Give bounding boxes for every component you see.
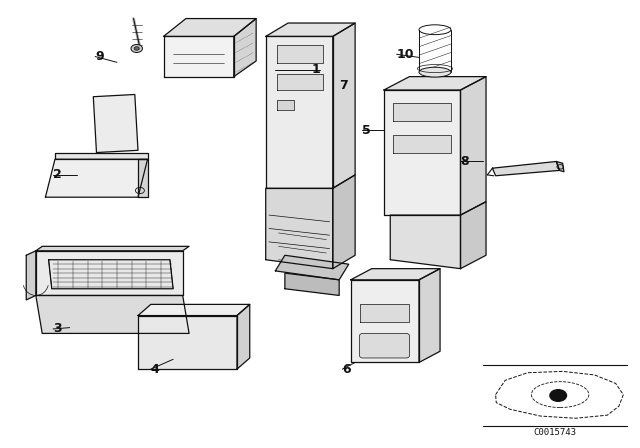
Circle shape	[131, 44, 143, 52]
Polygon shape	[237, 304, 250, 369]
Text: 5: 5	[362, 124, 371, 137]
Polygon shape	[276, 100, 294, 110]
Polygon shape	[36, 251, 182, 296]
Polygon shape	[275, 255, 349, 280]
Text: 8: 8	[461, 155, 469, 168]
Polygon shape	[234, 18, 256, 77]
Polygon shape	[45, 159, 148, 197]
Polygon shape	[266, 23, 355, 36]
Polygon shape	[93, 95, 138, 152]
Circle shape	[550, 390, 566, 401]
Polygon shape	[461, 202, 486, 269]
Text: 7: 7	[339, 79, 348, 92]
Polygon shape	[492, 161, 559, 176]
Text: 1: 1	[311, 64, 320, 77]
Text: 9: 9	[95, 50, 104, 63]
FancyBboxPatch shape	[360, 333, 410, 358]
Text: 10: 10	[397, 48, 414, 61]
Text: C0015743: C0015743	[534, 428, 577, 437]
Polygon shape	[138, 159, 148, 197]
Polygon shape	[394, 103, 451, 121]
Polygon shape	[36, 246, 189, 251]
Polygon shape	[333, 175, 355, 269]
Polygon shape	[351, 280, 419, 362]
Polygon shape	[360, 304, 410, 322]
Polygon shape	[394, 135, 451, 152]
Polygon shape	[266, 36, 333, 188]
Polygon shape	[164, 36, 234, 77]
Text: 4: 4	[151, 362, 159, 376]
Polygon shape	[556, 161, 564, 172]
Circle shape	[134, 47, 140, 50]
Polygon shape	[333, 23, 355, 188]
Ellipse shape	[419, 67, 451, 77]
Text: 6: 6	[342, 362, 351, 376]
Polygon shape	[419, 269, 440, 362]
Polygon shape	[285, 273, 339, 296]
Polygon shape	[390, 215, 461, 269]
Polygon shape	[55, 152, 148, 159]
Polygon shape	[266, 188, 333, 269]
Polygon shape	[384, 77, 486, 90]
Polygon shape	[384, 90, 461, 215]
Text: 2: 2	[53, 168, 62, 181]
Polygon shape	[164, 18, 256, 36]
Polygon shape	[138, 315, 237, 369]
Polygon shape	[36, 296, 189, 333]
Polygon shape	[26, 251, 36, 300]
Polygon shape	[138, 304, 250, 315]
Polygon shape	[49, 260, 173, 289]
Polygon shape	[461, 77, 486, 215]
Polygon shape	[276, 45, 323, 63]
Text: 3: 3	[53, 323, 61, 336]
Polygon shape	[276, 74, 323, 90]
Polygon shape	[351, 269, 440, 280]
